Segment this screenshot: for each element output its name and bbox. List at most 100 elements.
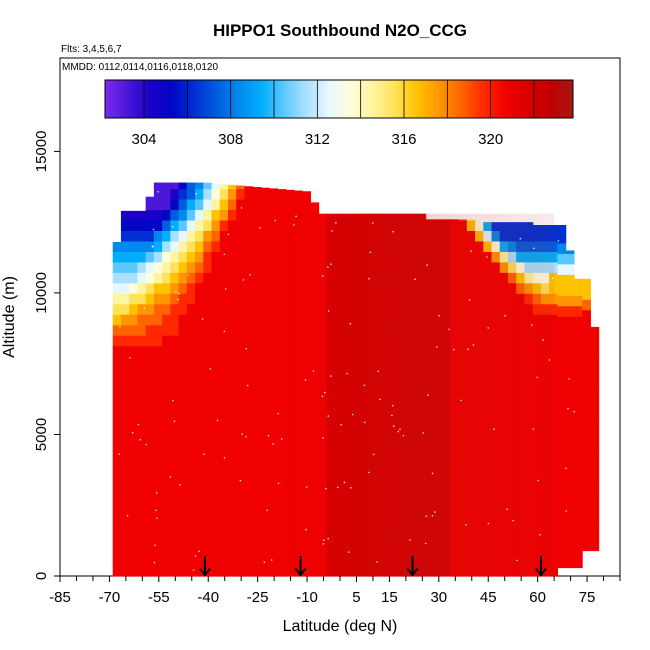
field-cell bbox=[565, 546, 575, 558]
field-cell bbox=[269, 240, 279, 252]
field-cell bbox=[557, 295, 567, 307]
field-cell bbox=[252, 251, 262, 263]
field-cell bbox=[260, 187, 270, 190]
field-cell bbox=[162, 324, 171, 336]
field-cell bbox=[186, 303, 196, 315]
field-cell bbox=[236, 460, 246, 472]
sample-point bbox=[369, 251, 372, 254]
field-cell bbox=[211, 314, 221, 326]
field-cell bbox=[260, 345, 270, 357]
field-cell bbox=[178, 471, 188, 483]
field-cell bbox=[162, 387, 171, 399]
field-cell bbox=[137, 210, 147, 221]
field-cell bbox=[178, 450, 188, 462]
field-cell bbox=[153, 377, 163, 389]
field-cell bbox=[565, 316, 575, 328]
sample-point bbox=[565, 510, 567, 512]
field-cell bbox=[219, 293, 229, 305]
field-cell bbox=[195, 408, 204, 420]
field-cell bbox=[195, 198, 204, 211]
field-cell bbox=[269, 555, 279, 567]
field-cell bbox=[211, 397, 221, 410]
field-cell bbox=[269, 502, 279, 514]
field-cell bbox=[120, 345, 130, 357]
field-cell bbox=[112, 523, 122, 535]
field-cell bbox=[129, 303, 139, 315]
field-cell bbox=[269, 565, 279, 577]
field-cell bbox=[170, 209, 180, 221]
field-cell bbox=[228, 366, 237, 378]
field-cell bbox=[195, 450, 204, 462]
sample-point bbox=[336, 486, 339, 489]
field-cell bbox=[269, 251, 279, 263]
field-cell bbox=[573, 441, 583, 453]
field-cell bbox=[573, 368, 583, 380]
sample-point bbox=[349, 322, 352, 325]
sample-point bbox=[487, 327, 490, 329]
field-cell bbox=[269, 429, 279, 441]
field-cell bbox=[145, 230, 155, 242]
field-cell bbox=[120, 261, 130, 273]
x-tick-label: -85 bbox=[49, 589, 71, 606]
field-cell bbox=[203, 397, 213, 410]
field-cell bbox=[137, 513, 147, 525]
field-cell bbox=[162, 471, 171, 483]
sample-point bbox=[321, 275, 324, 277]
field-cell bbox=[178, 460, 188, 472]
field-cell bbox=[186, 544, 196, 556]
field-cell bbox=[186, 251, 196, 263]
field-cell bbox=[203, 293, 213, 305]
field-cell bbox=[269, 261, 279, 273]
field-cell bbox=[178, 534, 188, 546]
field-cell bbox=[112, 387, 122, 399]
field-cell bbox=[195, 182, 204, 190]
field-cell bbox=[252, 429, 262, 441]
field-cell bbox=[203, 230, 213, 242]
sample-point bbox=[263, 561, 266, 563]
field-cell bbox=[228, 324, 237, 336]
field-cell bbox=[186, 230, 196, 242]
sample-point bbox=[351, 413, 354, 416]
field-cell bbox=[557, 546, 567, 558]
field-cell bbox=[236, 240, 246, 252]
field-cell bbox=[219, 209, 229, 221]
field-cell bbox=[260, 219, 270, 231]
field-cell bbox=[178, 324, 188, 336]
field-cell bbox=[260, 502, 270, 514]
sample-point bbox=[377, 370, 379, 373]
field-cell bbox=[170, 492, 180, 504]
field-cell bbox=[170, 240, 180, 252]
field-cell bbox=[228, 198, 237, 211]
sample-point bbox=[155, 492, 158, 494]
field-cell bbox=[244, 303, 254, 315]
field-cell bbox=[252, 324, 262, 336]
field-cell bbox=[582, 278, 591, 290]
field-cell bbox=[195, 240, 204, 252]
sample-point bbox=[151, 245, 154, 247]
field-cell bbox=[137, 314, 147, 326]
field-cell bbox=[145, 481, 155, 493]
sample-point bbox=[426, 264, 428, 266]
field-cell bbox=[195, 345, 204, 357]
field-cell bbox=[211, 272, 221, 284]
field-cell bbox=[219, 261, 229, 273]
field-cell bbox=[178, 565, 188, 577]
sample-point bbox=[131, 431, 134, 434]
sample-point bbox=[223, 456, 226, 459]
field-cell bbox=[252, 261, 262, 273]
field-cell bbox=[582, 299, 591, 311]
field-cell bbox=[195, 523, 204, 535]
field-cell bbox=[236, 492, 246, 504]
sample-point bbox=[246, 384, 249, 387]
sample-point bbox=[391, 404, 394, 407]
field-cell bbox=[153, 439, 163, 451]
field-cell bbox=[269, 450, 279, 462]
field-cell bbox=[137, 439, 147, 451]
field-cell bbox=[153, 460, 163, 472]
field-cell bbox=[260, 460, 270, 472]
field-shading bbox=[274, 213, 555, 577]
field-cell bbox=[203, 408, 213, 420]
field-cell bbox=[244, 460, 254, 472]
sample-point bbox=[530, 324, 533, 326]
field-cell bbox=[252, 282, 262, 294]
